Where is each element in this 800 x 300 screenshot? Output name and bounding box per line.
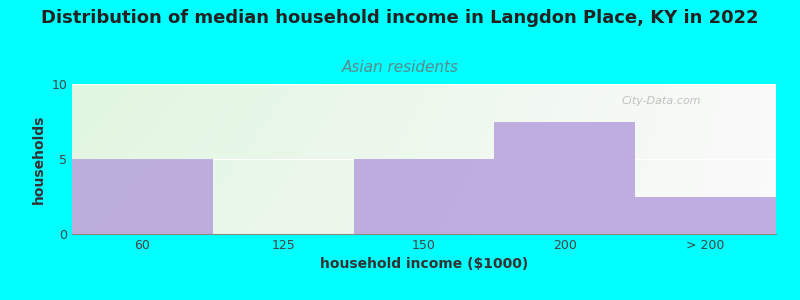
Text: Distribution of median household income in Langdon Place, KY in 2022: Distribution of median household income …	[41, 9, 759, 27]
X-axis label: household income ($1000): household income ($1000)	[320, 257, 528, 272]
Text: City-Data.com: City-Data.com	[621, 96, 701, 106]
Bar	[354, 159, 494, 234]
Bar	[72, 159, 213, 234]
Bar	[635, 196, 776, 234]
Text: Asian residents: Asian residents	[342, 60, 458, 75]
Bar	[494, 122, 635, 234]
Y-axis label: households: households	[32, 114, 46, 204]
